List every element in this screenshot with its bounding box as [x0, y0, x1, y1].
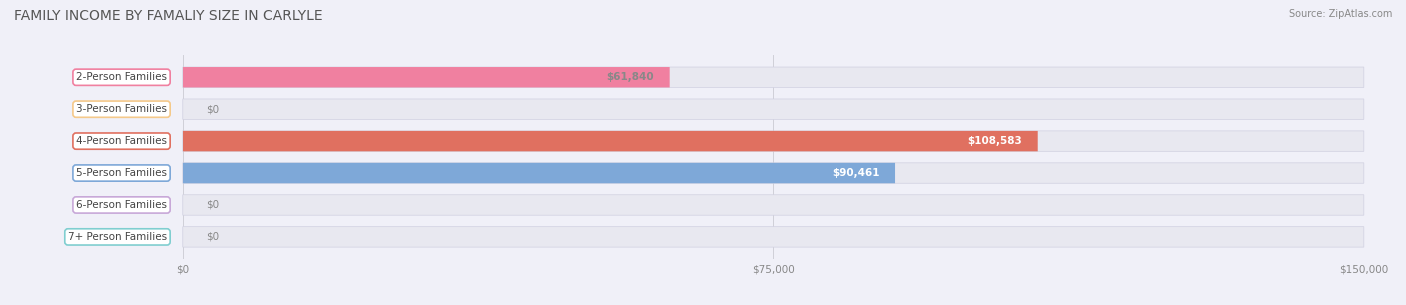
Text: 3-Person Families: 3-Person Families	[76, 104, 167, 114]
FancyBboxPatch shape	[183, 67, 669, 88]
Text: FAMILY INCOME BY FAMALIY SIZE IN CARLYLE: FAMILY INCOME BY FAMALIY SIZE IN CARLYLE	[14, 9, 323, 23]
Text: 6-Person Families: 6-Person Families	[76, 200, 167, 210]
FancyBboxPatch shape	[183, 227, 1364, 247]
FancyBboxPatch shape	[183, 67, 1364, 88]
Text: 7+ Person Families: 7+ Person Families	[67, 232, 167, 242]
Text: 2-Person Families: 2-Person Families	[76, 72, 167, 82]
Text: $90,461: $90,461	[832, 168, 879, 178]
FancyBboxPatch shape	[183, 131, 1364, 151]
Text: 4-Person Families: 4-Person Families	[76, 136, 167, 146]
FancyBboxPatch shape	[183, 99, 1364, 119]
Text: $0: $0	[207, 104, 219, 114]
FancyBboxPatch shape	[183, 195, 1364, 215]
FancyBboxPatch shape	[183, 131, 1038, 151]
Text: $0: $0	[207, 200, 219, 210]
Text: $108,583: $108,583	[967, 136, 1022, 146]
FancyBboxPatch shape	[183, 163, 1364, 183]
Text: Source: ZipAtlas.com: Source: ZipAtlas.com	[1288, 9, 1392, 19]
Text: 5-Person Families: 5-Person Families	[76, 168, 167, 178]
FancyBboxPatch shape	[183, 163, 896, 183]
Text: $61,840: $61,840	[606, 72, 654, 82]
Text: $0: $0	[207, 232, 219, 242]
